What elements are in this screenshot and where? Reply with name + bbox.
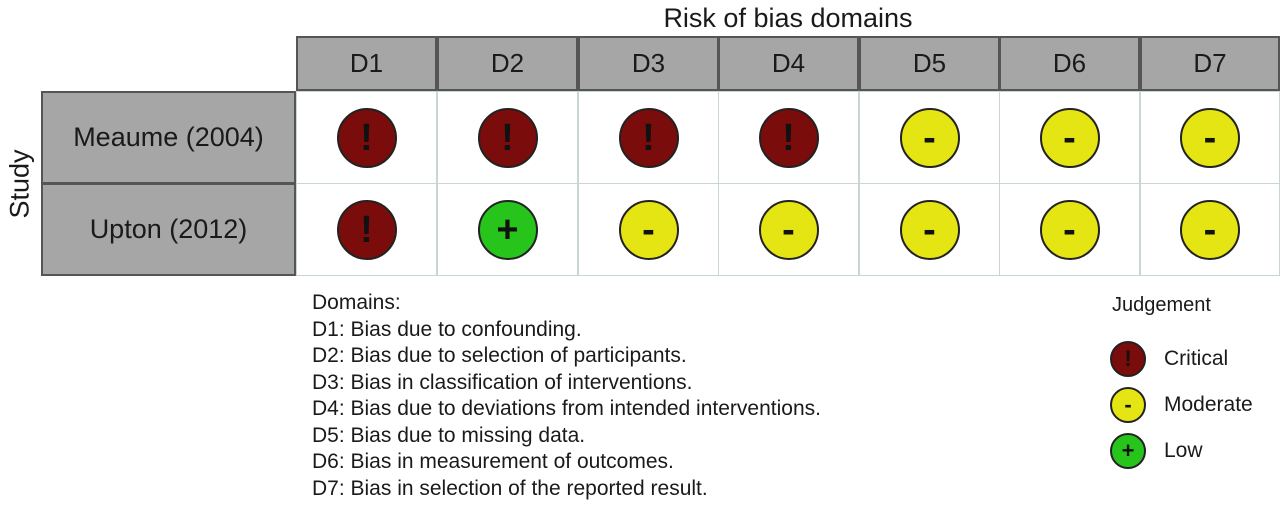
domain-description-d3: D3: Bias in classification of interventi…: [312, 370, 693, 394]
domain-header-d7: D7: [1140, 36, 1280, 91]
domain-header-d2: D2: [437, 36, 578, 91]
judgement-cell: +: [437, 183, 578, 276]
legend-label: Critical: [1164, 347, 1229, 370]
judgement-cell: -: [999, 91, 1140, 184]
domain-header-d1: D1: [296, 36, 437, 91]
judgement-critical-icon: !: [336, 107, 397, 168]
domain-description-d1: D1: Bias due to confounding.: [312, 317, 582, 341]
domain-header-d3: D3: [578, 36, 719, 91]
domain-header-d6: D6: [999, 36, 1140, 91]
judgement-cell: !: [296, 183, 437, 276]
judgement-cell: !: [296, 91, 437, 184]
judgement-legend: Judgement ! Critical - Moderate + Low: [1110, 292, 1280, 474]
judgement-cell: -: [999, 183, 1140, 276]
legend-item-moderate: - Moderate: [1110, 382, 1280, 428]
domain-description-d7: D7: Bias in selection of the reported re…: [312, 476, 708, 500]
domain-header-d4: D4: [718, 36, 859, 91]
legend-low-icon: +: [1110, 433, 1146, 469]
judgement-cell: -: [1140, 183, 1280, 276]
judgement-moderate-icon: -: [758, 199, 819, 260]
judgement-critical-icon: !: [618, 107, 679, 168]
legend-items: ! Critical - Moderate + Low: [1110, 336, 1280, 474]
legend-item-low: + Low: [1110, 428, 1280, 474]
judgement-low-icon: +: [477, 199, 538, 260]
judgement-cell: !: [437, 91, 578, 184]
study-label: Upton (2012): [41, 183, 296, 276]
judgement-moderate-icon: -: [1180, 199, 1240, 260]
legend-label: Low: [1164, 439, 1203, 462]
study-label: Meaume (2004): [41, 91, 296, 184]
judgement-critical-icon: !: [336, 199, 397, 260]
domain-description-d4: D4: Bias due to deviations from intended…: [312, 397, 821, 420]
legend-label: Moderate: [1164, 393, 1253, 416]
judgement-moderate-icon: -: [899, 107, 960, 168]
legend-moderate-icon: -: [1110, 387, 1146, 423]
judgement-cell: -: [578, 183, 719, 276]
domain-description-d5: D5: Bias due to missing data.: [312, 423, 586, 447]
judgement-moderate-icon: -: [618, 199, 679, 260]
judgement-moderate-icon: -: [1039, 107, 1100, 168]
legend-item-critical: ! Critical: [1110, 336, 1280, 382]
y-axis-label: Study: [4, 149, 35, 219]
judgement-cell: -: [718, 183, 859, 276]
domains-description: Domains: D1: Bias due to confounding. D2…: [312, 290, 1032, 502]
judgement-cell: -: [1140, 91, 1280, 184]
judgement-critical-icon: !: [477, 107, 538, 168]
judgement-critical-icon: !: [758, 107, 819, 168]
judgement-cell: !: [578, 91, 719, 184]
judgement-cell: !: [718, 91, 859, 184]
chart-title: Risk of bias domains: [663, 3, 913, 33]
domain-description-d6: D6: Bias in measurement of outcomes.: [312, 450, 674, 473]
judgement-moderate-icon: -: [1039, 199, 1100, 260]
judgement-cell: -: [859, 183, 1000, 276]
legend-title: Judgement: [1112, 294, 1211, 316]
judgement-moderate-icon: -: [1180, 107, 1240, 168]
domain-header-d5: D5: [859, 36, 1000, 91]
domains-heading: Domains:: [312, 291, 401, 314]
judgement-moderate-icon: -: [899, 199, 960, 260]
y-axis-label-container: Study: [0, 92, 40, 276]
legend-critical-icon: !: [1110, 341, 1146, 377]
judgement-cell: -: [859, 91, 1000, 184]
domain-description-d2: D2: Bias due to selection of participant…: [312, 344, 687, 367]
